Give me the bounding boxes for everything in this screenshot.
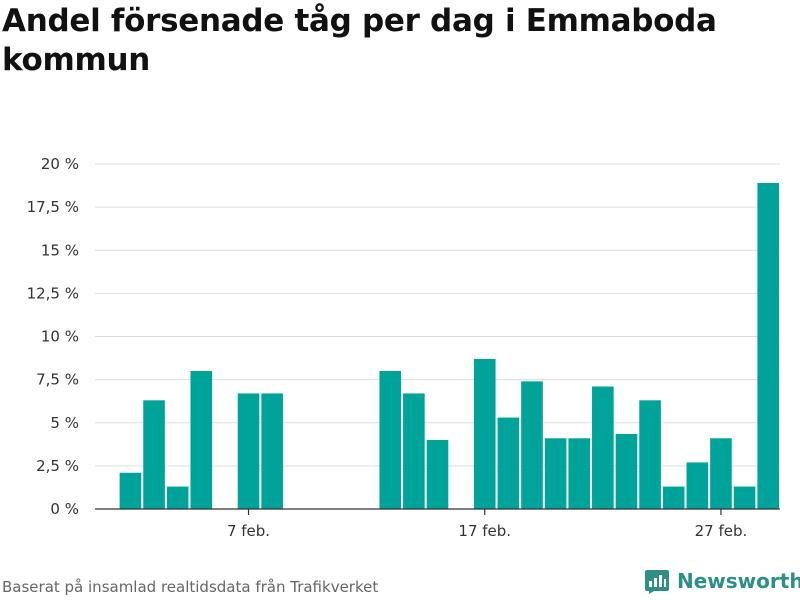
- bar: [710, 438, 732, 509]
- bar: [379, 371, 402, 509]
- y-tick-label: 5 %: [50, 414, 79, 432]
- y-tick-label: 17,5 %: [27, 198, 79, 216]
- brand-name: Newsworthy: [677, 569, 800, 593]
- chart-title: Andel försenade tåg per dag i Emmaboda k…: [2, 3, 717, 78]
- bar: [686, 462, 709, 509]
- y-tick-label: 0 %: [50, 500, 79, 518]
- bar: [497, 417, 520, 509]
- x-tick-label: 27 feb.: [695, 522, 748, 540]
- bar: [473, 358, 496, 509]
- bar: [119, 472, 142, 509]
- bar: [190, 371, 213, 509]
- bar: [757, 182, 779, 509]
- y-tick-label: 2,5 %: [36, 457, 79, 475]
- bar: [662, 486, 685, 509]
- y-tick-label: 7,5 %: [36, 371, 79, 389]
- brand-logo: Newsworthy: [644, 568, 800, 594]
- bar: [261, 393, 283, 509]
- bar: [237, 393, 260, 509]
- bar: [544, 438, 567, 509]
- x-axis: [95, 508, 780, 515]
- bar: [166, 486, 189, 509]
- x-tick-label: 17 feb.: [458, 522, 511, 540]
- y-tick-label: 15 %: [41, 241, 79, 259]
- bar: [403, 393, 425, 509]
- y-tick-label: 20 %: [41, 155, 79, 173]
- bar: [521, 381, 543, 509]
- bar: [568, 438, 591, 509]
- bars: [119, 182, 779, 509]
- bar: [733, 486, 756, 509]
- bar: [615, 433, 638, 509]
- x-tick-label: 7 feb.: [227, 522, 270, 540]
- newsworthy-logo-icon: [645, 570, 669, 594]
- bar: [426, 440, 449, 509]
- y-axis-labels: 0 % 2,5 % 5 % 7,5 % 10 % 12,5 % 15 % 17,5 % 20 %: [27, 155, 79, 518]
- y-tick-label: 12,5 %: [27, 284, 79, 302]
- y-tick-label: 10 %: [41, 328, 79, 346]
- bar: [592, 386, 614, 509]
- gridlines: [95, 163, 780, 467]
- x-axis-labels: 7 feb. 17 feb. 27 feb.: [227, 522, 747, 540]
- bar: [639, 400, 661, 509]
- source-note: Baserat på insamlad realtidsdata från Tr…: [2, 578, 379, 596]
- bar: [143, 400, 165, 509]
